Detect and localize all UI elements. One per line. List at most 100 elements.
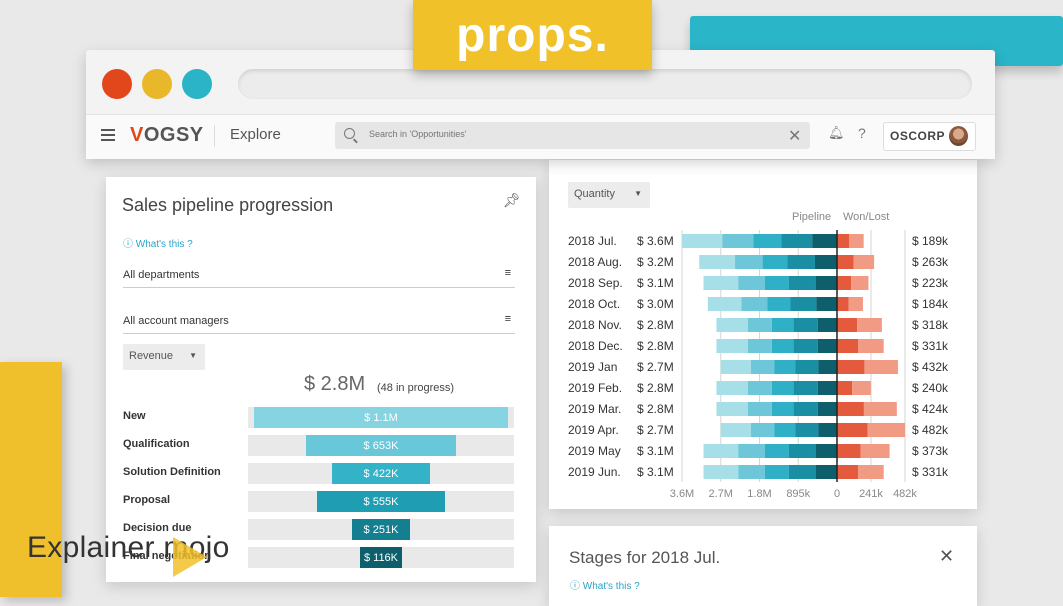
pipeline-bar-segment[interactable] <box>788 276 816 290</box>
pipeline-bar-segment[interactable] <box>815 465 837 479</box>
pipeline-bar-segment[interactable] <box>738 444 765 458</box>
brand-logo[interactable]: VOGSY <box>130 124 204 146</box>
pipeline-bar-segment[interactable] <box>815 276 837 290</box>
pipeline-bar-segment[interactable] <box>814 255 837 269</box>
lost-bar[interactable] <box>848 297 863 311</box>
funnel-bar[interactable]: $ 1.1M <box>254 407 508 428</box>
pipeline-bar-segment[interactable] <box>774 360 796 374</box>
window-maximize-dot[interactable] <box>182 69 212 99</box>
funnel-bar[interactable]: $ 653K <box>305 435 457 456</box>
pipeline-bar-segment[interactable] <box>781 234 813 248</box>
pipeline-bar-segment[interactable] <box>762 255 788 269</box>
pipeline-bar-segment[interactable] <box>818 423 837 437</box>
pipeline-bar-segment[interactable] <box>818 360 837 374</box>
funnel-bar[interactable]: $ 116K <box>360 547 402 568</box>
menu-icon[interactable] <box>101 129 115 141</box>
lost-bar[interactable] <box>867 423 905 437</box>
pipeline-bar-segment[interactable] <box>788 444 816 458</box>
pipeline-bar-segment[interactable] <box>771 339 794 353</box>
pipeline-bar-segment[interactable] <box>793 318 818 332</box>
pipeline-bar-segment[interactable] <box>774 423 796 437</box>
pipeline-bar-segment[interactable] <box>703 276 739 290</box>
pipeline-bar-segment[interactable] <box>771 381 794 395</box>
funnel-bar[interactable]: $ 251K <box>352 519 410 540</box>
search-bar[interactable]: ✕ <box>335 122 810 149</box>
pipeline-bar-segment[interactable] <box>816 297 837 311</box>
won-bar[interactable] <box>837 423 868 437</box>
pipeline-bar-segment[interactable] <box>682 234 723 248</box>
pipeline-bar-segment[interactable] <box>771 402 794 416</box>
pipeline-bar-segment[interactable] <box>747 339 772 353</box>
pipeline-bar-segment[interactable] <box>764 444 789 458</box>
pipeline-bar-segment[interactable] <box>771 318 794 332</box>
pipeline-bar-segment[interactable] <box>753 234 782 248</box>
pipeline-bar-segment[interactable] <box>793 339 818 353</box>
pipeline-bar-segment[interactable] <box>720 360 751 374</box>
pipeline-bar-segment[interactable] <box>747 402 772 416</box>
lost-bar[interactable] <box>857 318 882 332</box>
won-bar[interactable] <box>837 465 859 479</box>
pipeline-bar-segment[interactable] <box>817 318 837 332</box>
whats-this-link[interactable]: ⓘ What's this ? <box>570 581 640 592</box>
pipeline-bar-segment[interactable] <box>716 318 748 332</box>
pipeline-bar-segment[interactable] <box>738 276 765 290</box>
won-bar[interactable] <box>837 276 852 290</box>
pipeline-bar-segment[interactable] <box>703 444 739 458</box>
pipeline-bar-segment[interactable] <box>787 255 815 269</box>
pipeline-bar-segment[interactable] <box>750 423 775 437</box>
pipeline-bar-segment[interactable] <box>788 465 816 479</box>
pipeline-bar-segment[interactable] <box>817 402 837 416</box>
lost-bar[interactable] <box>858 465 884 479</box>
lost-bar[interactable] <box>853 255 875 269</box>
won-bar[interactable] <box>837 381 853 395</box>
pipeline-bar-segment[interactable] <box>817 339 837 353</box>
lost-bar[interactable] <box>851 276 869 290</box>
pipeline-bar-segment[interactable] <box>722 234 754 248</box>
search-input[interactable] <box>369 129 749 139</box>
pipeline-bar-segment[interactable] <box>720 423 751 437</box>
lost-bar[interactable] <box>852 381 871 395</box>
avatar[interactable] <box>949 126 968 146</box>
pipeline-bar-segment[interactable] <box>793 381 818 395</box>
pipeline-bar-segment[interactable] <box>764 465 789 479</box>
pipeline-bar-segment[interactable] <box>707 297 742 311</box>
pipeline-bar-segment[interactable] <box>741 297 768 311</box>
metric-dropdown[interactable]: Revenue ▼ <box>123 344 205 370</box>
pipeline-bar-segment[interactable] <box>817 381 837 395</box>
quantity-dropdown[interactable]: Quantity ▼ <box>568 182 650 208</box>
lost-bar[interactable] <box>863 402 897 416</box>
clear-icon[interactable]: ✕ <box>788 128 802 145</box>
pipeline-bar-segment[interactable] <box>699 255 736 269</box>
pin-icon[interactable]: 📌︎ <box>503 192 521 208</box>
help-icon[interactable]: ? <box>858 125 866 141</box>
lost-bar[interactable] <box>848 234 864 248</box>
whats-this-link[interactable]: ⓘ What's this ? <box>123 239 193 250</box>
pipeline-bar-segment[interactable] <box>795 423 819 437</box>
pipeline-bar-segment[interactable] <box>738 465 765 479</box>
pipeline-bar-segment[interactable] <box>793 402 818 416</box>
pipeline-bar-segment[interactable] <box>764 276 789 290</box>
won-bar[interactable] <box>837 402 864 416</box>
won-bar[interactable] <box>837 297 849 311</box>
won-bar[interactable] <box>837 360 865 374</box>
address-bar[interactable] <box>238 69 972 99</box>
pipeline-bar-segment[interactable] <box>716 381 748 395</box>
window-close-dot[interactable] <box>102 69 132 99</box>
pipeline-bar-segment[interactable] <box>790 297 817 311</box>
account-manager-filter[interactable]: All account managers ≡ <box>123 311 515 334</box>
won-bar[interactable] <box>837 234 849 248</box>
lost-bar[interactable] <box>864 360 898 374</box>
pipeline-bar-segment[interactable] <box>716 402 748 416</box>
lost-bar[interactable] <box>860 444 890 458</box>
won-bar[interactable] <box>837 255 854 269</box>
pipeline-bar-segment[interactable] <box>747 318 772 332</box>
funnel-bar[interactable]: $ 422K <box>332 463 430 484</box>
pipeline-bar-segment[interactable] <box>703 465 739 479</box>
close-icon[interactable]: ✕ <box>939 546 955 566</box>
lost-bar[interactable] <box>858 339 884 353</box>
pipeline-bar-segment[interactable] <box>750 360 775 374</box>
pipeline-bar-segment[interactable] <box>767 297 791 311</box>
org-switcher[interactable]: OSCORP <box>883 122 976 151</box>
won-bar[interactable] <box>837 339 859 353</box>
won-bar[interactable] <box>837 318 858 332</box>
